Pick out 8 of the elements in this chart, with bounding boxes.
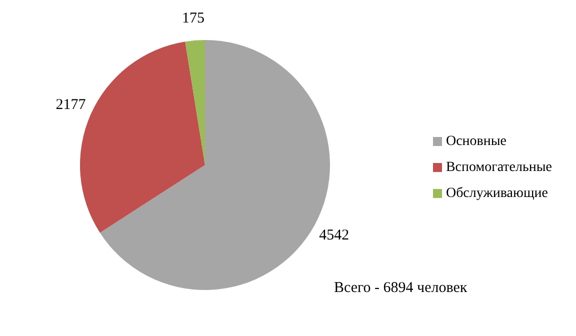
legend-label: Основные [446,134,506,149]
text: Всего - 6894 человек [334,280,468,297]
data-label: 4542 [319,227,350,244]
data-label: 175 [182,10,205,26]
legend-label: Вспомогательные [446,160,552,175]
data-label: 2177 [56,97,86,114]
pie-slice [185,40,205,165]
legend-label: Обслуживающие [446,186,548,201]
